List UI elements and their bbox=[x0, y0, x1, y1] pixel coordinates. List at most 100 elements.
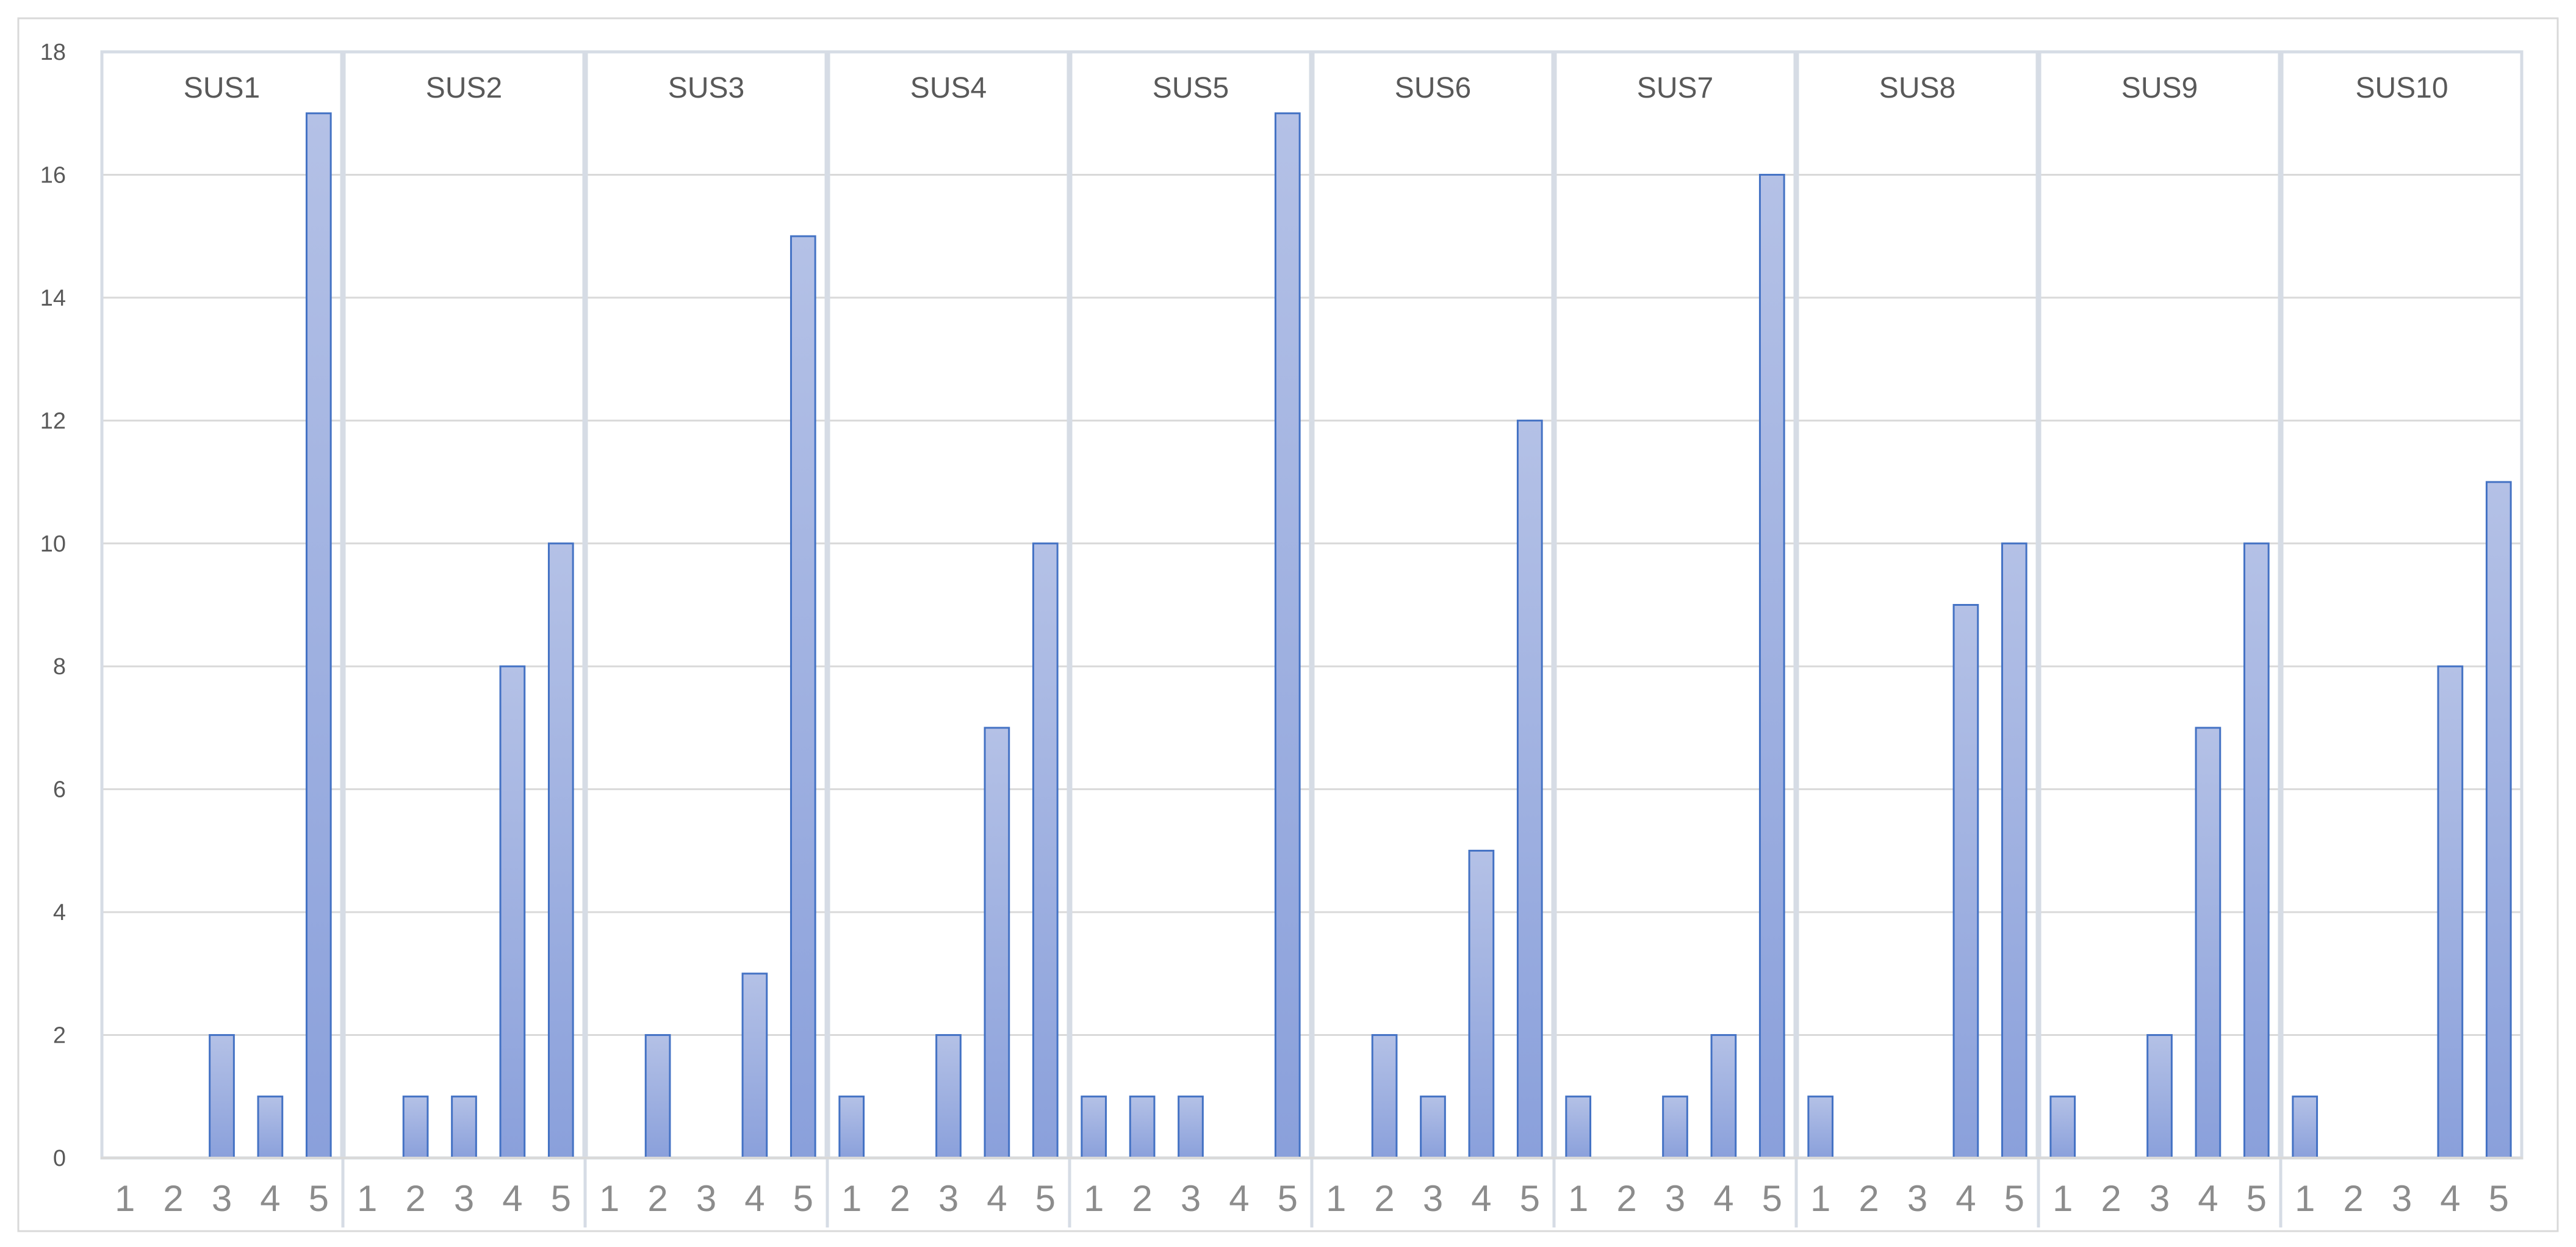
x-tick-label: 5 bbox=[2489, 1178, 2509, 1219]
panel-title: SUS8 bbox=[1879, 72, 1955, 104]
x-tick-label: 4 bbox=[1713, 1178, 1733, 1219]
bar-sus6-3 bbox=[1420, 1095, 1446, 1159]
panel-title: SUS6 bbox=[1395, 72, 1471, 104]
x-tick-label: 1 bbox=[841, 1178, 862, 1219]
x-tick-label: 3 bbox=[1665, 1178, 1685, 1219]
x-tick-label: 2 bbox=[1616, 1178, 1636, 1219]
y-tick-label: 10 bbox=[40, 531, 66, 557]
x-tick-label: 1 bbox=[599, 1178, 619, 1219]
bar-sus6-5 bbox=[1516, 419, 1543, 1159]
x-tick-label: 2 bbox=[405, 1178, 425, 1219]
x-tick-label: 4 bbox=[987, 1178, 1007, 1219]
bar-sus6-2 bbox=[1371, 1034, 1398, 1159]
bar-sus3-5 bbox=[790, 235, 816, 1159]
x-tick-label: 4 bbox=[502, 1178, 522, 1219]
bar-sus4-3 bbox=[935, 1034, 962, 1159]
x-tick-label: 5 bbox=[2004, 1178, 2024, 1219]
bar-sus5-1 bbox=[1081, 1095, 1107, 1159]
panel-title: SUS10 bbox=[2355, 72, 2448, 104]
x-tick-label: 2 bbox=[1858, 1178, 1879, 1219]
x-tick-label: 2 bbox=[2101, 1178, 2121, 1219]
bar-sus2-3 bbox=[451, 1095, 477, 1159]
panel-sus2: SUS2 1 2 3 4 5 bbox=[341, 50, 586, 1227]
x-tick-label: 2 bbox=[1374, 1178, 1394, 1219]
bar-sus5-5 bbox=[1274, 112, 1301, 1159]
y-tick-label: 0 bbox=[53, 1146, 66, 1171]
bar-sus1-4 bbox=[257, 1095, 284, 1159]
bar-sus4-5 bbox=[1032, 542, 1059, 1159]
y-tick-label: 6 bbox=[53, 777, 66, 803]
panel-sus6: SUS6 1 2 3 4 5 bbox=[1310, 50, 1555, 1227]
bar-sus9-3 bbox=[2146, 1034, 2173, 1159]
x-tick-label: 1 bbox=[357, 1178, 377, 1219]
x-tick-label: 5 bbox=[551, 1178, 571, 1219]
x-tick-label: 1 bbox=[2053, 1178, 2073, 1219]
x-tick-label: 1 bbox=[1568, 1178, 1588, 1219]
x-tick-label: 5 bbox=[2247, 1178, 2267, 1219]
bar-sus2-4 bbox=[499, 665, 526, 1159]
panel-title: SUS7 bbox=[1637, 72, 1713, 104]
x-tick-label: 2 bbox=[163, 1178, 183, 1219]
x-tick-label: 4 bbox=[260, 1178, 280, 1219]
bar-sus3-2 bbox=[644, 1034, 671, 1159]
y-tick-label: 2 bbox=[53, 1023, 66, 1049]
x-tick-label: 2 bbox=[890, 1178, 910, 1219]
y-tick-label: 14 bbox=[40, 286, 66, 311]
x-tick-label: 3 bbox=[1181, 1178, 1201, 1219]
bar-sus5-3 bbox=[1178, 1095, 1204, 1159]
x-tick-label: 3 bbox=[938, 1178, 959, 1219]
bar-sus2-2 bbox=[402, 1095, 429, 1159]
bar-sus10-1 bbox=[2292, 1095, 2319, 1159]
x-tick-label: 3 bbox=[454, 1178, 474, 1219]
x-tick-label: 1 bbox=[1326, 1178, 1346, 1219]
x-tick-label: 4 bbox=[2198, 1178, 2218, 1219]
bar-sus5-2 bbox=[1129, 1095, 1156, 1159]
y-axis: 0 2 4 6 8 10 12 14 16 18 bbox=[40, 40, 66, 1171]
bar-sus4-1 bbox=[838, 1095, 865, 1159]
bar-sus10-5 bbox=[2485, 481, 2512, 1159]
x-tick-label: 1 bbox=[1810, 1178, 1830, 1219]
y-tick-label: 12 bbox=[40, 408, 66, 434]
x-tick-label: 2 bbox=[2343, 1178, 2363, 1219]
x-tick-label: 1 bbox=[115, 1178, 135, 1219]
x-tick-label: 3 bbox=[696, 1178, 716, 1219]
x-tick-label: 3 bbox=[1423, 1178, 1443, 1219]
panel-title: SUS1 bbox=[184, 72, 260, 104]
bar-sus8-4 bbox=[1952, 604, 1979, 1159]
x-tick-label: 5 bbox=[1035, 1178, 1056, 1219]
x-tick-label: 1 bbox=[2295, 1178, 2315, 1219]
panel-sus10: SUS10 1 2 3 4 5 bbox=[2279, 50, 2524, 1227]
bar-sus7-5 bbox=[1758, 173, 1785, 1159]
x-tick-label: 4 bbox=[744, 1178, 765, 1219]
bar-sus4-4 bbox=[984, 727, 1010, 1159]
x-tick-label: 3 bbox=[2150, 1178, 2170, 1219]
panel-title: SUS5 bbox=[1153, 72, 1229, 104]
x-tick-label: 2 bbox=[1132, 1178, 1152, 1219]
bar-sus8-1 bbox=[1807, 1095, 1834, 1159]
panel-title: SUS3 bbox=[668, 72, 744, 104]
bar-sus7-4 bbox=[1710, 1034, 1737, 1159]
bar-sus10-4 bbox=[2437, 665, 2464, 1159]
x-tick-label: 4 bbox=[2440, 1178, 2460, 1219]
x-tick-label: 2 bbox=[647, 1178, 667, 1219]
y-tick-label: 4 bbox=[53, 900, 66, 925]
x-tick-label: 5 bbox=[309, 1178, 329, 1219]
x-tick-label: 3 bbox=[2392, 1178, 2412, 1219]
x-tick-label: 4 bbox=[1955, 1178, 1976, 1219]
bar-sus3-4 bbox=[741, 972, 768, 1159]
y-tick-label: 16 bbox=[40, 162, 66, 188]
panel-title: SUS9 bbox=[2121, 72, 2198, 104]
x-tick-label: 1 bbox=[1084, 1178, 1104, 1219]
panel-sus9: SUS9 1 2 3 4 5 bbox=[2037, 50, 2281, 1227]
x-tick-label: 5 bbox=[1520, 1178, 1540, 1219]
x-tick-label: 5 bbox=[793, 1178, 813, 1219]
bar-sus8-5 bbox=[2001, 542, 2027, 1159]
bar-sus9-4 bbox=[2195, 727, 2222, 1159]
x-tick-label: 5 bbox=[1278, 1178, 1298, 1219]
bar-sus2-5 bbox=[547, 542, 574, 1159]
bar-sus1-3 bbox=[209, 1034, 235, 1159]
panel-title: SUS4 bbox=[910, 72, 987, 104]
